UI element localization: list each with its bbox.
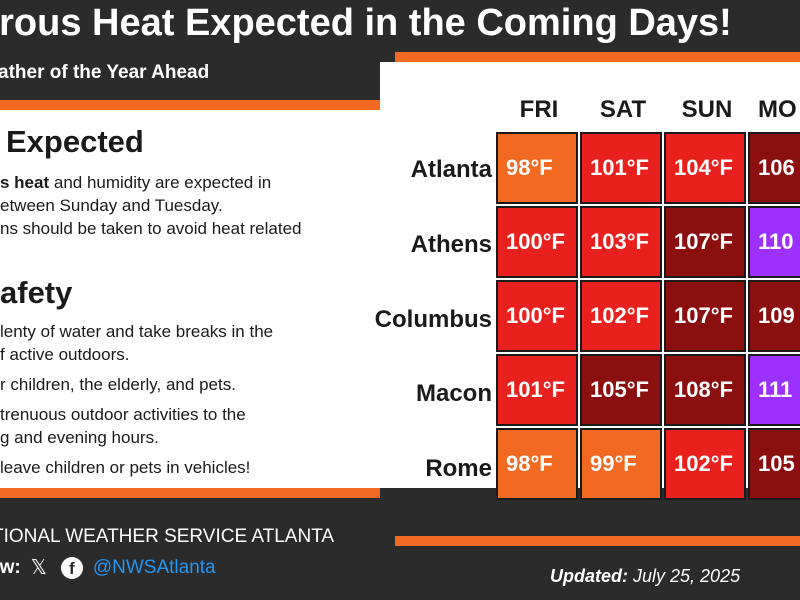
temp-cell-macon-sun: 108°F [664,354,746,426]
orange-stripe-subtitle [0,100,380,110]
updated-stamp: Updated: July 25, 2025 [550,566,740,587]
temp-cell-columbus-sat: 102°F [580,280,662,352]
expected-line-1-rest: and humidity are expected in [49,173,272,192]
temp-cell-atlanta-sun: 104°F [664,132,746,204]
orange-stripe-footer-left [0,488,380,498]
footer-bar [0,494,800,600]
main-title: erous Heat Expected in the Coming Days! [0,2,732,44]
expected-line-1: s heat and humidity are expected in [0,172,271,194]
orange-stripe-footer-right [395,536,800,546]
temp-cell-atlanta-fri: 98°F [496,132,578,204]
social-handle[interactable]: @NWSAtlanta [92,556,216,578]
temp-cell-atlanta-mo: 106 [748,132,800,204]
info-panel [0,110,380,488]
expected-line-3: ns should be taken to avoid heat related [0,219,302,238]
temp-cell-rome-sun: 102°F [664,428,746,500]
nws-office-name: TIONAL WEATHER SERVICE ATLANTA [0,526,335,547]
safety-line-2: f active outdoors. [0,345,130,364]
temp-cell-columbus-mo: 109 [748,280,800,352]
subtitle: ather of the Year Ahead [0,62,210,83]
facebook-icon[interactable]: f [60,556,83,579]
temp-cell-rome-fri: 98°F [496,428,578,500]
expected-title: Expected [6,124,144,159]
temp-cell-rome-sat: 99°F [580,428,662,500]
x-icon[interactable]: 𝕏 [30,557,47,579]
safety-line-1: lenty of water and take breaks in the [0,322,274,341]
temp-cell-columbus-sun: 107°F [664,280,746,352]
city-label-atlanta: Atlanta [410,156,492,183]
temp-cell-athens-sat: 103°F [580,206,662,278]
expected-emphasis: s heat [0,173,50,192]
city-label-columbus: Columbus [374,306,492,333]
safety-title: afety [0,275,73,310]
temp-cell-columbus-fri: 100°F [496,280,578,352]
temp-cell-macon-fri: 101°F [496,354,578,426]
temp-cell-athens-mo: 110 [748,206,800,278]
safety-line-6: leave children or pets in vehicles! [0,458,251,477]
updated-label: Updated: [550,566,628,586]
temp-cell-macon-mo: 111 [748,354,800,426]
safety-line-4: trenuous outdoor activities to the [0,405,246,424]
city-label-rome: Rome [425,455,492,482]
follow-label: ow: [0,556,21,578]
temp-cell-atlanta-sat: 101°F [580,132,662,204]
day-header-sun: SUN [681,96,733,123]
temp-cell-athens-sun: 107°F [664,206,746,278]
orange-stripe-top-right [395,52,800,62]
follow-row: ow: 𝕏 f @NWSAtlanta [0,555,216,580]
day-header-fri: FRI [519,96,559,123]
day-header-sat: SAT [599,96,647,123]
city-label-macon: Macon [415,380,492,407]
day-header-mon: MO [758,96,797,123]
temp-cell-athens-fri: 100°F [496,206,578,278]
header-banner [0,0,800,50]
temp-cell-macon-sat: 105°F [580,354,662,426]
safety-line-5: g and evening hours. [0,428,159,447]
updated-date: July 25, 2025 [633,566,741,586]
heat-forecast-grid: 98°F 101°F 104°F 106 100°F 103°F 107°F 110 100°F… [496,132,800,508]
city-label-athens: Athens [410,231,492,258]
safety-line-3: r children, the elderly, and pets. [0,375,236,394]
temp-cell-rome-mo: 105 [748,428,800,500]
expected-line-2: etween Sunday and Tuesday. [0,196,223,215]
